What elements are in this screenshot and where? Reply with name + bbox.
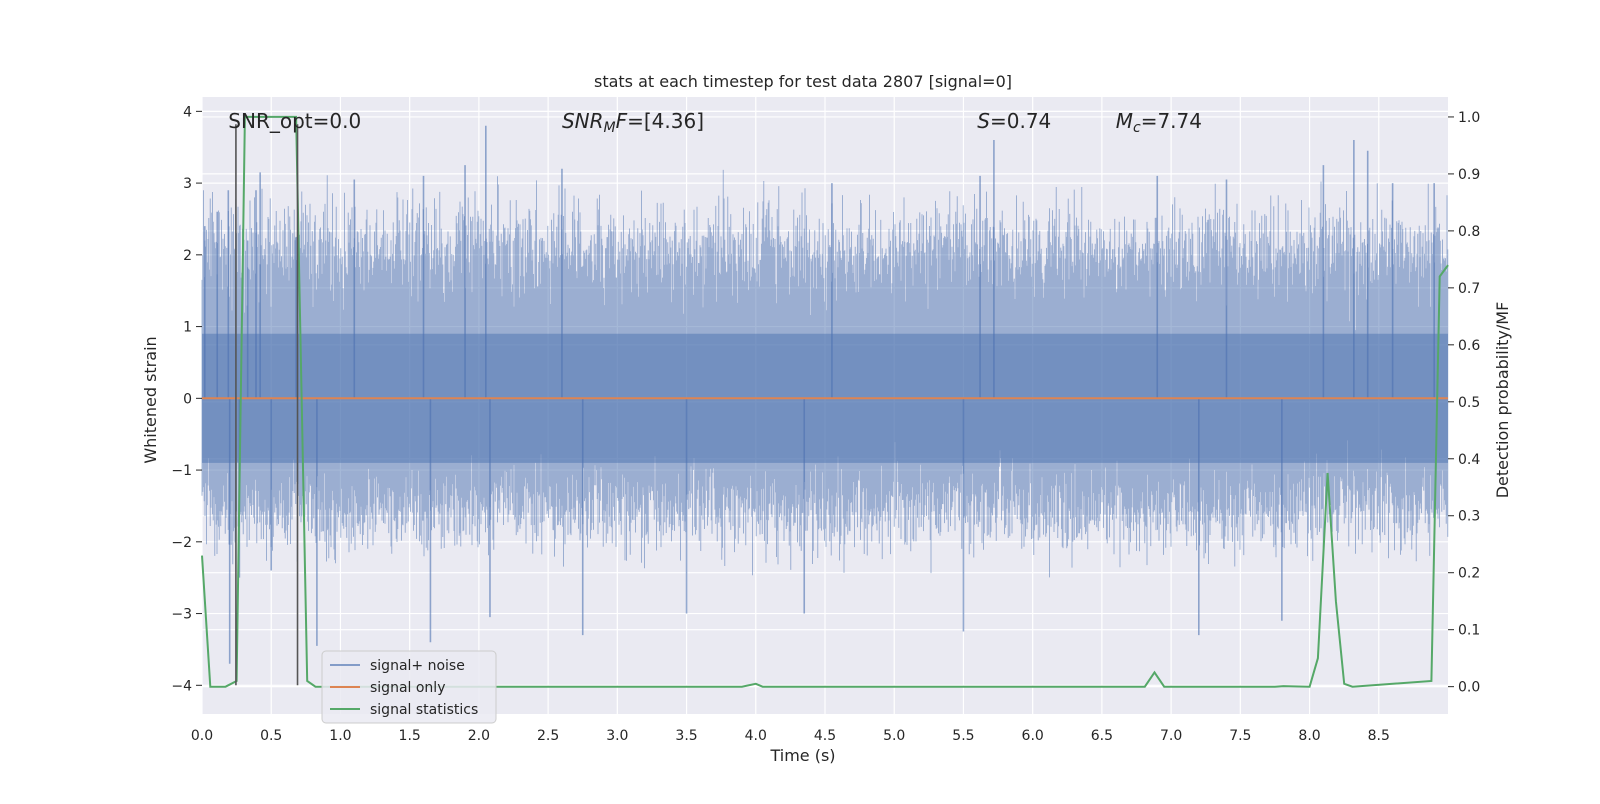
y-tick-label-right: 0.7 <box>1458 281 1480 297</box>
annotation-text: SNR_opt=0.0 <box>228 109 361 133</box>
x-tick-label: 1.5 <box>399 728 421 744</box>
y-tick-label-left: −1 <box>171 463 192 479</box>
x-tick-label: 3.5 <box>675 728 697 744</box>
legend: signal+ noise signal only signal statistic… <box>321 650 497 724</box>
y-tick-label-right: 0.3 <box>1458 509 1480 525</box>
y-axis-label-left: Whitened strain <box>141 336 160 463</box>
x-tick-label: 6.5 <box>1091 728 1113 744</box>
annotations: SNR_opt=0.0 SNRMF=[4.36] S=0.74 Mc=7.74 <box>228 109 1202 136</box>
y-tick-label-left: −3 <box>171 607 192 623</box>
x-tick-label: 0.0 <box>191 728 213 744</box>
x-tick-label: 8.5 <box>1368 728 1390 744</box>
legend-box <box>321 650 497 724</box>
y-tick-label-right: 0.4 <box>1458 452 1480 468</box>
x-tick-label: 7.0 <box>1160 728 1182 744</box>
annotation-text: Mc=7.74 <box>1116 109 1202 136</box>
y-tick-label-left: −2 <box>171 535 192 551</box>
x-tick-label: 2.5 <box>537 728 559 744</box>
x-tick-label: 3.0 <box>606 728 628 744</box>
x-axis-label: Time (s) <box>769 746 835 765</box>
series-signal-statistics <box>201 115 1449 688</box>
y-tick-label-right: 0.2 <box>1458 566 1480 582</box>
annotation-text: S=0.74 <box>977 109 1051 133</box>
y-tick-label-right: 0.9 <box>1458 167 1480 183</box>
y-tick-label-right: 0.1 <box>1458 623 1480 639</box>
legend-label: signal+ noise <box>370 658 465 674</box>
x-tick-label: 0.5 <box>260 728 282 744</box>
y-tick-label-left: 2 <box>183 248 192 264</box>
x-tick-label: 8.0 <box>1298 728 1320 744</box>
x-tick-label: 5.5 <box>952 728 974 744</box>
y-tick-label-right: 1.0 <box>1458 110 1480 126</box>
annotation-text: SNRMF=[4.36] <box>562 109 704 136</box>
y-tick-label-right: 0.5 <box>1458 395 1480 411</box>
legend-label: signal only <box>370 680 445 696</box>
y-tick-label-right: 0.6 <box>1458 338 1480 354</box>
y-tick-label-left: 4 <box>183 104 192 120</box>
x-tick-label: 7.5 <box>1229 728 1251 744</box>
x-tick-label: 2.0 <box>468 728 490 744</box>
series-lines <box>201 115 1449 688</box>
chart-title: stats at each timestep for test data 280… <box>594 72 1012 91</box>
x-tick-label: 6.0 <box>1022 728 1044 744</box>
y-axis-label-right: Detection probability/MF <box>1493 302 1512 499</box>
x-tick-label: 4.5 <box>814 728 836 744</box>
ticks: 0.0 0.5 1.0 1.5 2.0 2.5 3.0 3.5 4.0 4.5 5.0 5.5 6.0 6… <box>171 104 1480 744</box>
x-tick-label: 1.0 <box>329 728 351 744</box>
y-tick-label-left: 1 <box>183 320 192 336</box>
y-tick-label-left: −4 <box>171 678 192 694</box>
y-tick-label-left: 3 <box>183 176 192 192</box>
x-tick-label: 4.0 <box>745 728 767 744</box>
y-tick-label-left: 0 <box>183 391 192 407</box>
vertical-markers <box>235 124 299 686</box>
y-tick-label-right: 0.8 <box>1458 224 1480 240</box>
y-tick-label-right: 0.0 <box>1458 680 1480 696</box>
x-tick-label: 5.0 <box>883 728 905 744</box>
legend-label: signal statistics <box>370 702 478 718</box>
